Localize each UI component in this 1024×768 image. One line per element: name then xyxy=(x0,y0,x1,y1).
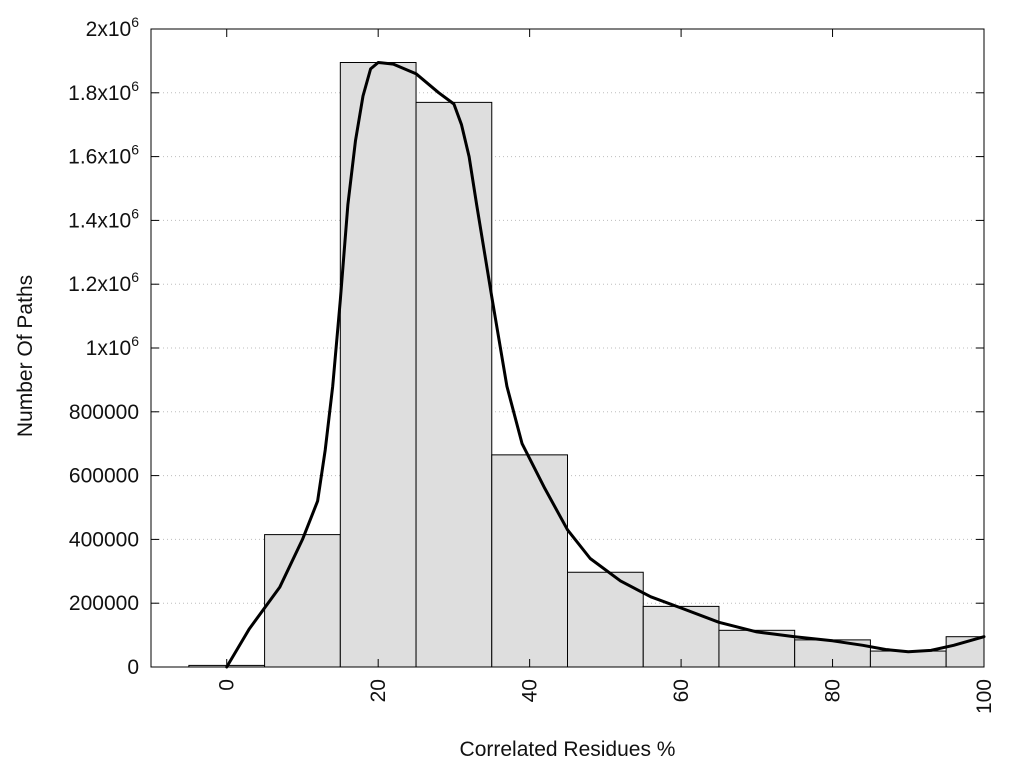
y-tick-label: 1.2x106 xyxy=(68,269,139,296)
histogram-bar xyxy=(491,454,569,668)
x-axis-label: Correlated Residues % xyxy=(460,738,676,761)
y-tick-label-exponent: 6 xyxy=(131,269,139,285)
y-tick-labels: 02000004000006000008000001x1061.2x1061.4… xyxy=(68,14,139,679)
y-tick-label-text: 200000 xyxy=(69,592,139,615)
y-tick-label: 600000 xyxy=(69,465,139,488)
y-tick-label: 1.4x106 xyxy=(68,205,139,232)
y-tick-label-text: 1.2x10 xyxy=(68,273,131,296)
x-tick-label: 40 xyxy=(519,679,542,702)
y-tick-label-text: 2x10 xyxy=(86,18,132,41)
y-tick-label-text: 1x10 xyxy=(86,337,132,360)
x-tick-label: 0 xyxy=(216,679,239,691)
y-tick-label-exponent: 6 xyxy=(131,78,139,94)
histogram-bar xyxy=(415,101,493,668)
y-tick-label-exponent: 6 xyxy=(131,142,139,158)
density-curve-layer xyxy=(225,61,986,669)
y-tick-label-exponent: 6 xyxy=(131,14,139,30)
histogram-bar xyxy=(642,605,720,668)
y-tick-label-text: 1.8x10 xyxy=(68,82,131,105)
histogram-bar xyxy=(869,650,947,668)
y-tick-label-text: 1.6x10 xyxy=(68,146,131,169)
y-tick-label: 800000 xyxy=(69,401,139,424)
x-tick-label: 60 xyxy=(670,679,693,702)
histogram-bar xyxy=(339,61,417,668)
y-tick-label: 200000 xyxy=(69,592,139,615)
y-tick-label: 0 xyxy=(127,656,139,679)
x-tick-label: 100 xyxy=(973,679,996,714)
y-tick-label-text: 1.4x10 xyxy=(68,209,131,232)
y-tick-label-exponent: 6 xyxy=(131,333,139,349)
x-tick-label: 20 xyxy=(367,679,390,702)
histogram-bars xyxy=(188,61,985,668)
histogram-bar xyxy=(567,571,644,668)
y-tick-label-text: 0 xyxy=(127,656,139,679)
y-tick-label-exponent: 6 xyxy=(131,205,139,221)
x-tick-label: 80 xyxy=(822,679,845,702)
y-tick-label-text: 800000 xyxy=(69,401,139,424)
y-tick-label-text: 600000 xyxy=(69,465,139,488)
y-tick-label: 1.8x106 xyxy=(68,78,139,105)
y-tick-label: 400000 xyxy=(69,528,139,551)
x-tick-labels: 0 20 40 60 80 100 xyxy=(216,679,996,714)
y-axis-label: Number Of Paths xyxy=(14,275,37,437)
y-tick-label: 2x106 xyxy=(86,14,140,41)
axis-ticks xyxy=(151,28,985,668)
y-tick-label: 1x106 xyxy=(86,333,140,360)
y-tick-label: 1.6x106 xyxy=(68,142,139,169)
density-curve xyxy=(225,61,986,669)
histogram-bar xyxy=(264,534,341,668)
y-tick-label-text: 400000 xyxy=(69,528,139,551)
